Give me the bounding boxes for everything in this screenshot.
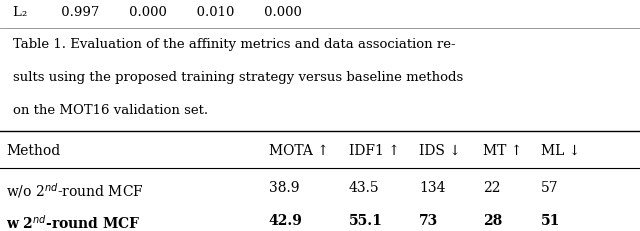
Text: 38.9: 38.9 [269,181,300,195]
Text: 42.9: 42.9 [269,214,303,228]
Text: IDS ↓: IDS ↓ [419,143,461,158]
Text: 134: 134 [419,181,445,195]
Text: Table 1. Evaluation of the affinity metrics and data association re-: Table 1. Evaluation of the affinity metr… [13,38,456,51]
Text: 57: 57 [541,181,559,195]
Text: sults using the proposed training strategy versus baseline methods: sults using the proposed training strate… [13,71,463,84]
Text: MT ↑: MT ↑ [483,143,523,158]
Text: 43.5: 43.5 [349,181,380,195]
Text: Method: Method [6,143,61,158]
Text: IDF1 ↑: IDF1 ↑ [349,143,399,158]
Text: w 2$^{nd}$-round MCF: w 2$^{nd}$-round MCF [6,214,141,231]
Text: w/o 2$^{nd}$-round MCF: w/o 2$^{nd}$-round MCF [6,181,144,200]
Text: 55.1: 55.1 [349,214,383,228]
Text: 51: 51 [541,214,560,228]
Text: ML ↓: ML ↓ [541,143,580,158]
Text: 28: 28 [483,214,502,228]
Text: on the MOT16 validation set.: on the MOT16 validation set. [13,104,208,117]
Text: 22: 22 [483,181,500,195]
Text: MOTA ↑: MOTA ↑ [269,143,329,158]
Text: 73: 73 [419,214,438,228]
Text: L₂        0.997       0.000       0.010       0.000: L₂ 0.997 0.000 0.010 0.000 [13,6,301,19]
